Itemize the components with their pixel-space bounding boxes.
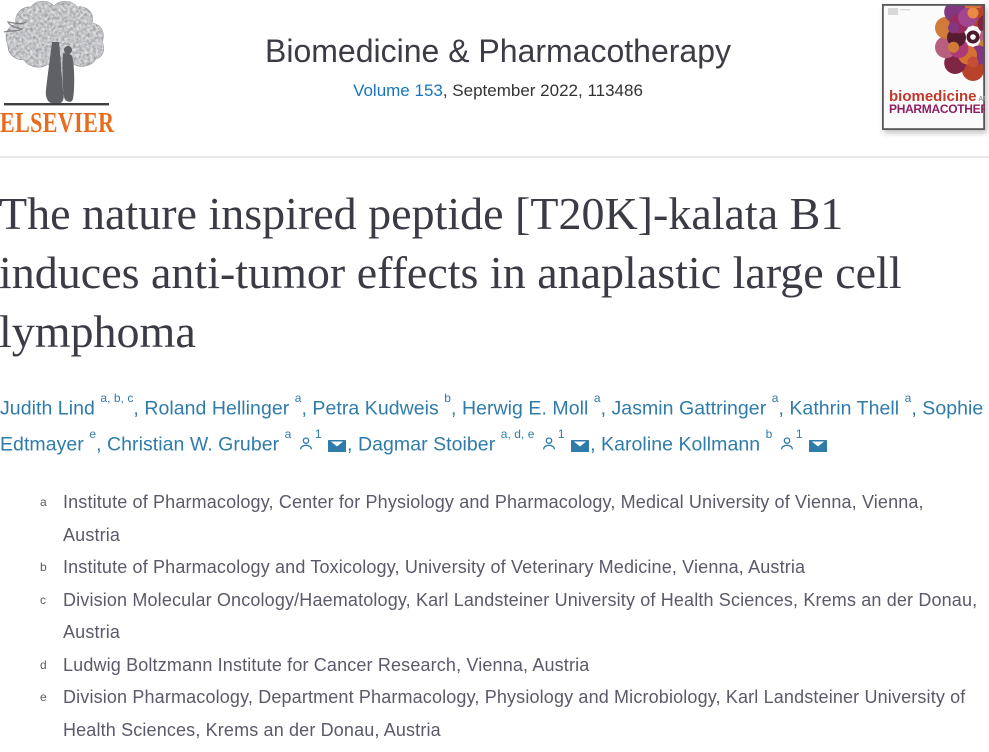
- svg-text:PHARMACOTHERAPY: PHARMACOTHERAPY: [889, 102, 985, 116]
